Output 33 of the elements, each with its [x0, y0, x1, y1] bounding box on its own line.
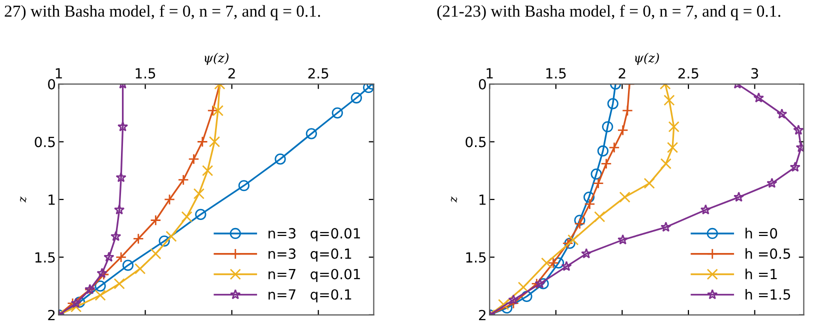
y-tick-label: 2: [48, 310, 55, 320]
text: (21-23) with Basha model, f = 0, n = 7, and q = 0.1.: [437, 4, 780, 20]
y-tick-label: 2: [479, 310, 486, 320]
y-tick-label: 0.5: [34, 136, 55, 148]
y-axis-title: z: [20, 196, 26, 203]
legend-label: h =1: [746, 268, 777, 280]
y-axis-title: z: [450, 196, 458, 203]
y-tick-label: 1.5: [35, 252, 55, 263]
x-tick-label: 1: [486, 68, 493, 78]
legend-label: h =1.5: [746, 288, 790, 300]
x-tick-label: 1.5: [136, 68, 156, 79]
x-tick-label: 2.5: [678, 68, 698, 79]
x-axis-title: ψ(z): [635, 52, 659, 65]
x-tick-label: 3: [751, 68, 758, 79]
legend-label: n=7 q=0.01: [268, 268, 360, 282]
x-axis-title: ψ(z): [204, 52, 229, 65]
x-tick-label: 1: [56, 68, 62, 78]
x-tick-label: 1.5: [546, 68, 566, 79]
y-tick-label: 1: [48, 194, 55, 205]
y-tick-label: 0: [48, 79, 56, 90]
x-tick-label: 2: [618, 68, 626, 78]
x-tick-label: 2: [228, 68, 235, 78]
y-tick-label: 1.5: [466, 252, 486, 263]
text: 27) with Basha model, f = 0, n = 7, and q = 0.1.: [4, 4, 320, 20]
legend-label: n=3 q=0.01: [268, 228, 360, 242]
x-tick-label: 2.5: [308, 68, 328, 79]
y-tick-label: 0: [478, 79, 486, 90]
legend-label: h =0.5: [746, 248, 790, 259]
legend-label: n=3 q=0.1: [268, 248, 352, 262]
y-tick-label: 1: [480, 194, 486, 205]
y-tick-label: 0.5: [466, 136, 486, 148]
legend-label: n=7 q=0.1: [268, 289, 352, 302]
legend-label: h =0: [746, 228, 778, 239]
